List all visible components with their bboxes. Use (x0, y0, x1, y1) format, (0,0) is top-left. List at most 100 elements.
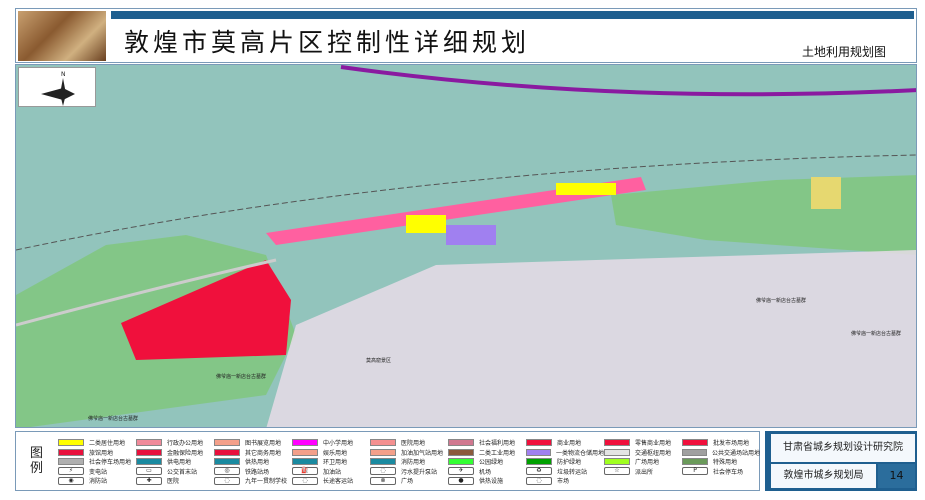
legend-symbol-item: ● 供热设施 (448, 476, 526, 486)
facility-symbol-icon: ☆ (604, 467, 630, 476)
facility-symbol-icon: ♻ (526, 467, 552, 476)
legend-label: 变电站 (89, 468, 108, 476)
legend-item: 供电用地 (136, 457, 214, 467)
logistics-block (446, 225, 496, 245)
legend-symbol-item: ◉ 消防站 (58, 476, 136, 486)
legend-label: 广场 (401, 478, 414, 486)
legend-swatch (448, 458, 474, 466)
legend-swatch (604, 439, 630, 447)
legend-swatch (526, 458, 552, 466)
legend-swatch (58, 448, 84, 456)
legend-label: 供热用地 (245, 459, 270, 467)
legend-label: 医院用地 (401, 440, 426, 448)
legend-item: 广场用地 (604, 457, 682, 467)
page-number: 14 (878, 464, 915, 488)
legend-symbol-item: ◎ 铁路站场 (214, 467, 292, 477)
legend-label: 加油站 (323, 468, 342, 476)
legend-symbol-item: ◌ 长途客运站 (292, 476, 370, 486)
legend-item: 社会福利用地 (448, 438, 526, 448)
legend-swatch (214, 448, 240, 456)
map-canvas (16, 65, 916, 427)
legend-item: 交通枢纽用地 (604, 448, 682, 458)
legend-swatch (58, 458, 84, 466)
legend-label: 污水提升泵站 (401, 468, 438, 476)
legend-label: 加油加气站用地 (401, 449, 444, 457)
legend-title: 图例 (30, 446, 44, 476)
legend-swatch (448, 448, 474, 456)
legend-swatch (136, 439, 162, 447)
legend-swatch (136, 458, 162, 466)
compass-rose-icon (41, 78, 75, 106)
legend-label: 商业用地 (557, 440, 582, 448)
legend-symbol-item: ⛽ 加油站 (292, 467, 370, 477)
facility-symbol-icon: ⛽ (292, 467, 318, 476)
legend-label: 消防用地 (401, 459, 426, 467)
legend-item: 二类工业用地 (448, 448, 526, 458)
legend-label: 图书展览用地 (245, 440, 282, 448)
legend: 图例 二类居住用地 行政办公用地 图书展览用地 中小学用地 医院用地 社会福利用地 商业用地… (15, 431, 760, 491)
header: 敦煌市莫高片区控制性详细规划 土地利用规划图 (15, 8, 917, 63)
legend-label: 防护绿地 (557, 459, 582, 467)
legend-swatch (682, 448, 707, 456)
residential-block-2 (406, 215, 446, 233)
legend-item: 其它商务用地 (214, 448, 292, 458)
legend-label: 社会福利用地 (479, 440, 516, 448)
legend-swatch (448, 439, 474, 447)
legend-symbol-item: P 社会停车场 (682, 467, 760, 477)
bureau-name: 敦煌市城乡规划局 (771, 464, 876, 488)
railway (16, 154, 916, 251)
legend-item: 特殊用地 (682, 457, 760, 467)
legend-item: 商业用地 (526, 438, 604, 448)
legend-label: 特殊用地 (713, 459, 738, 467)
facility-symbol-icon: ◌ (526, 476, 552, 485)
legend-symbol-item: ◌ 市场 (526, 476, 604, 486)
facility-symbol-icon: ● (448, 476, 474, 485)
legend-label: 铁路站场 (245, 468, 270, 476)
facility-symbol-icon: ▭ (136, 467, 162, 476)
legend-item: 中小学用地 (292, 438, 370, 448)
legend-swatch (370, 458, 396, 466)
legend-label: 批发市场用地 (713, 440, 750, 448)
page-title: 敦煌市莫高片区控制性详细规划 (124, 28, 531, 57)
legend-label: 供电用地 (167, 459, 192, 467)
legend-item: 二类居住用地 (58, 438, 136, 448)
north-label: N (61, 71, 66, 78)
legend-grid: 二类居住用地 行政办公用地 图书展览用地 中小学用地 医院用地 社会福利用地 商业用地 零售商… (58, 438, 760, 486)
legend-label: 旅馆用地 (89, 449, 114, 457)
legend-label: 中小学用地 (323, 440, 354, 448)
legend-swatch (292, 448, 318, 456)
legend-swatch (214, 439, 240, 447)
legend-swatch (58, 439, 84, 447)
tomb-label: 佛爷庙一新店台古墓群 (851, 331, 902, 337)
legend-item: 环卫用地 (292, 457, 370, 467)
legend-label: 垃圾转运站 (557, 468, 588, 476)
legend-swatch (682, 439, 708, 447)
legend-item: 行政办公用地 (136, 438, 214, 448)
legend-item: 金融保险用地 (136, 448, 214, 458)
legend-item: 公园绿地 (448, 457, 526, 467)
facility-symbol-icon: ✚ (136, 476, 162, 485)
legend-label: 二类居住用地 (89, 440, 126, 448)
facility-symbol-icon: ⚡ (58, 467, 84, 476)
legend-swatch (370, 439, 396, 447)
legend-label: 派出所 (635, 468, 654, 476)
legend-label: 广场用地 (635, 459, 660, 467)
commercial-block (121, 260, 291, 360)
legend-label: 环卫用地 (323, 459, 348, 467)
scenic-label: 莫高窟景区 (366, 358, 392, 364)
facility-symbol-icon: ✈ (448, 467, 474, 476)
legend-swatch (292, 458, 318, 466)
legend-swatch (214, 458, 240, 466)
residential-block (556, 183, 616, 195)
map-area[interactable]: N 莫高窟景区 佛爷庙一新店台古墓群 佛爷庙一新店台古墓群 佛爷庙一新店台古墓群… (15, 64, 917, 428)
compass: N (18, 67, 96, 107)
legend-item: 零售商业用地 (604, 438, 682, 448)
legend-label: 长途客运站 (323, 478, 354, 486)
legend-symbol-item: ⊗ 广场 (370, 476, 448, 486)
title-bar (111, 11, 914, 19)
legend-swatch (136, 448, 162, 456)
legend-item: 图书展览用地 (214, 438, 292, 448)
legend-swatch (604, 448, 630, 456)
legend-label: 其它商务用地 (245, 449, 282, 457)
facility-symbol-icon: P (682, 467, 708, 476)
